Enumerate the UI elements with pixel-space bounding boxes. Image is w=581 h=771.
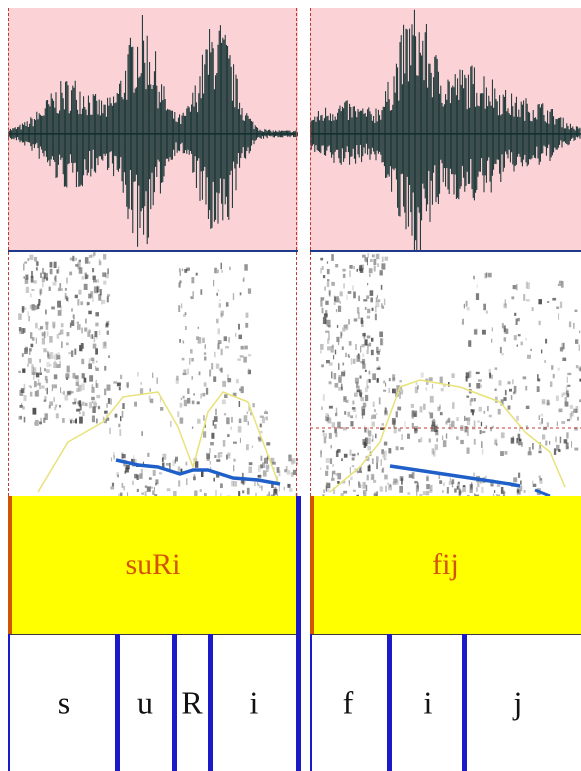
word-boundary-start-left [8, 496, 12, 634]
spectrogram-right [310, 252, 581, 496]
phone-boundary-start-right [310, 634, 312, 771]
phone-tier-right: f i j [310, 634, 581, 771]
word-tier-right: fij [310, 496, 581, 634]
phone-boundary-start-left [8, 634, 10, 771]
phone-label-u: u [137, 684, 153, 721]
waveform-right [310, 9, 581, 250]
phone-label-i2: i [423, 684, 433, 721]
phone-tier-left: s u R i [8, 634, 298, 771]
phone-label-s: s [57, 684, 71, 721]
guide-line [310, 8, 311, 250]
waveform-panel-left [8, 8, 298, 252]
guide-line [8, 252, 9, 496]
word-tier-left: suRi [8, 496, 298, 634]
phone-label-i: i [249, 684, 259, 721]
phone-label-f: f [342, 684, 354, 721]
waveform-left [8, 15, 298, 247]
phone-label-r: R [181, 684, 203, 721]
phone-boundary-s-u [115, 634, 120, 771]
guide-line [296, 252, 297, 496]
word-label-fij: fij [432, 548, 459, 581]
guide-line [310, 252, 311, 496]
phone-boundary-r-i [208, 634, 213, 771]
spectrogram-panel-left [8, 252, 298, 496]
spectrogram-left [18, 252, 298, 496]
spectrogram-panel-right [310, 252, 581, 496]
phone-boundary-u-r [172, 634, 177, 771]
waveform-panel-right [310, 8, 581, 252]
guide-line [8, 8, 9, 250]
guide-line [296, 8, 297, 250]
word-boundary-end-left [296, 496, 301, 771]
phone-boundary-f-i [387, 634, 392, 771]
word-boundary-start-right [310, 496, 314, 634]
phone-label-j: j [513, 684, 523, 721]
phone-boundary-i-j [462, 634, 467, 771]
word-label-suri: suRi [125, 548, 181, 581]
